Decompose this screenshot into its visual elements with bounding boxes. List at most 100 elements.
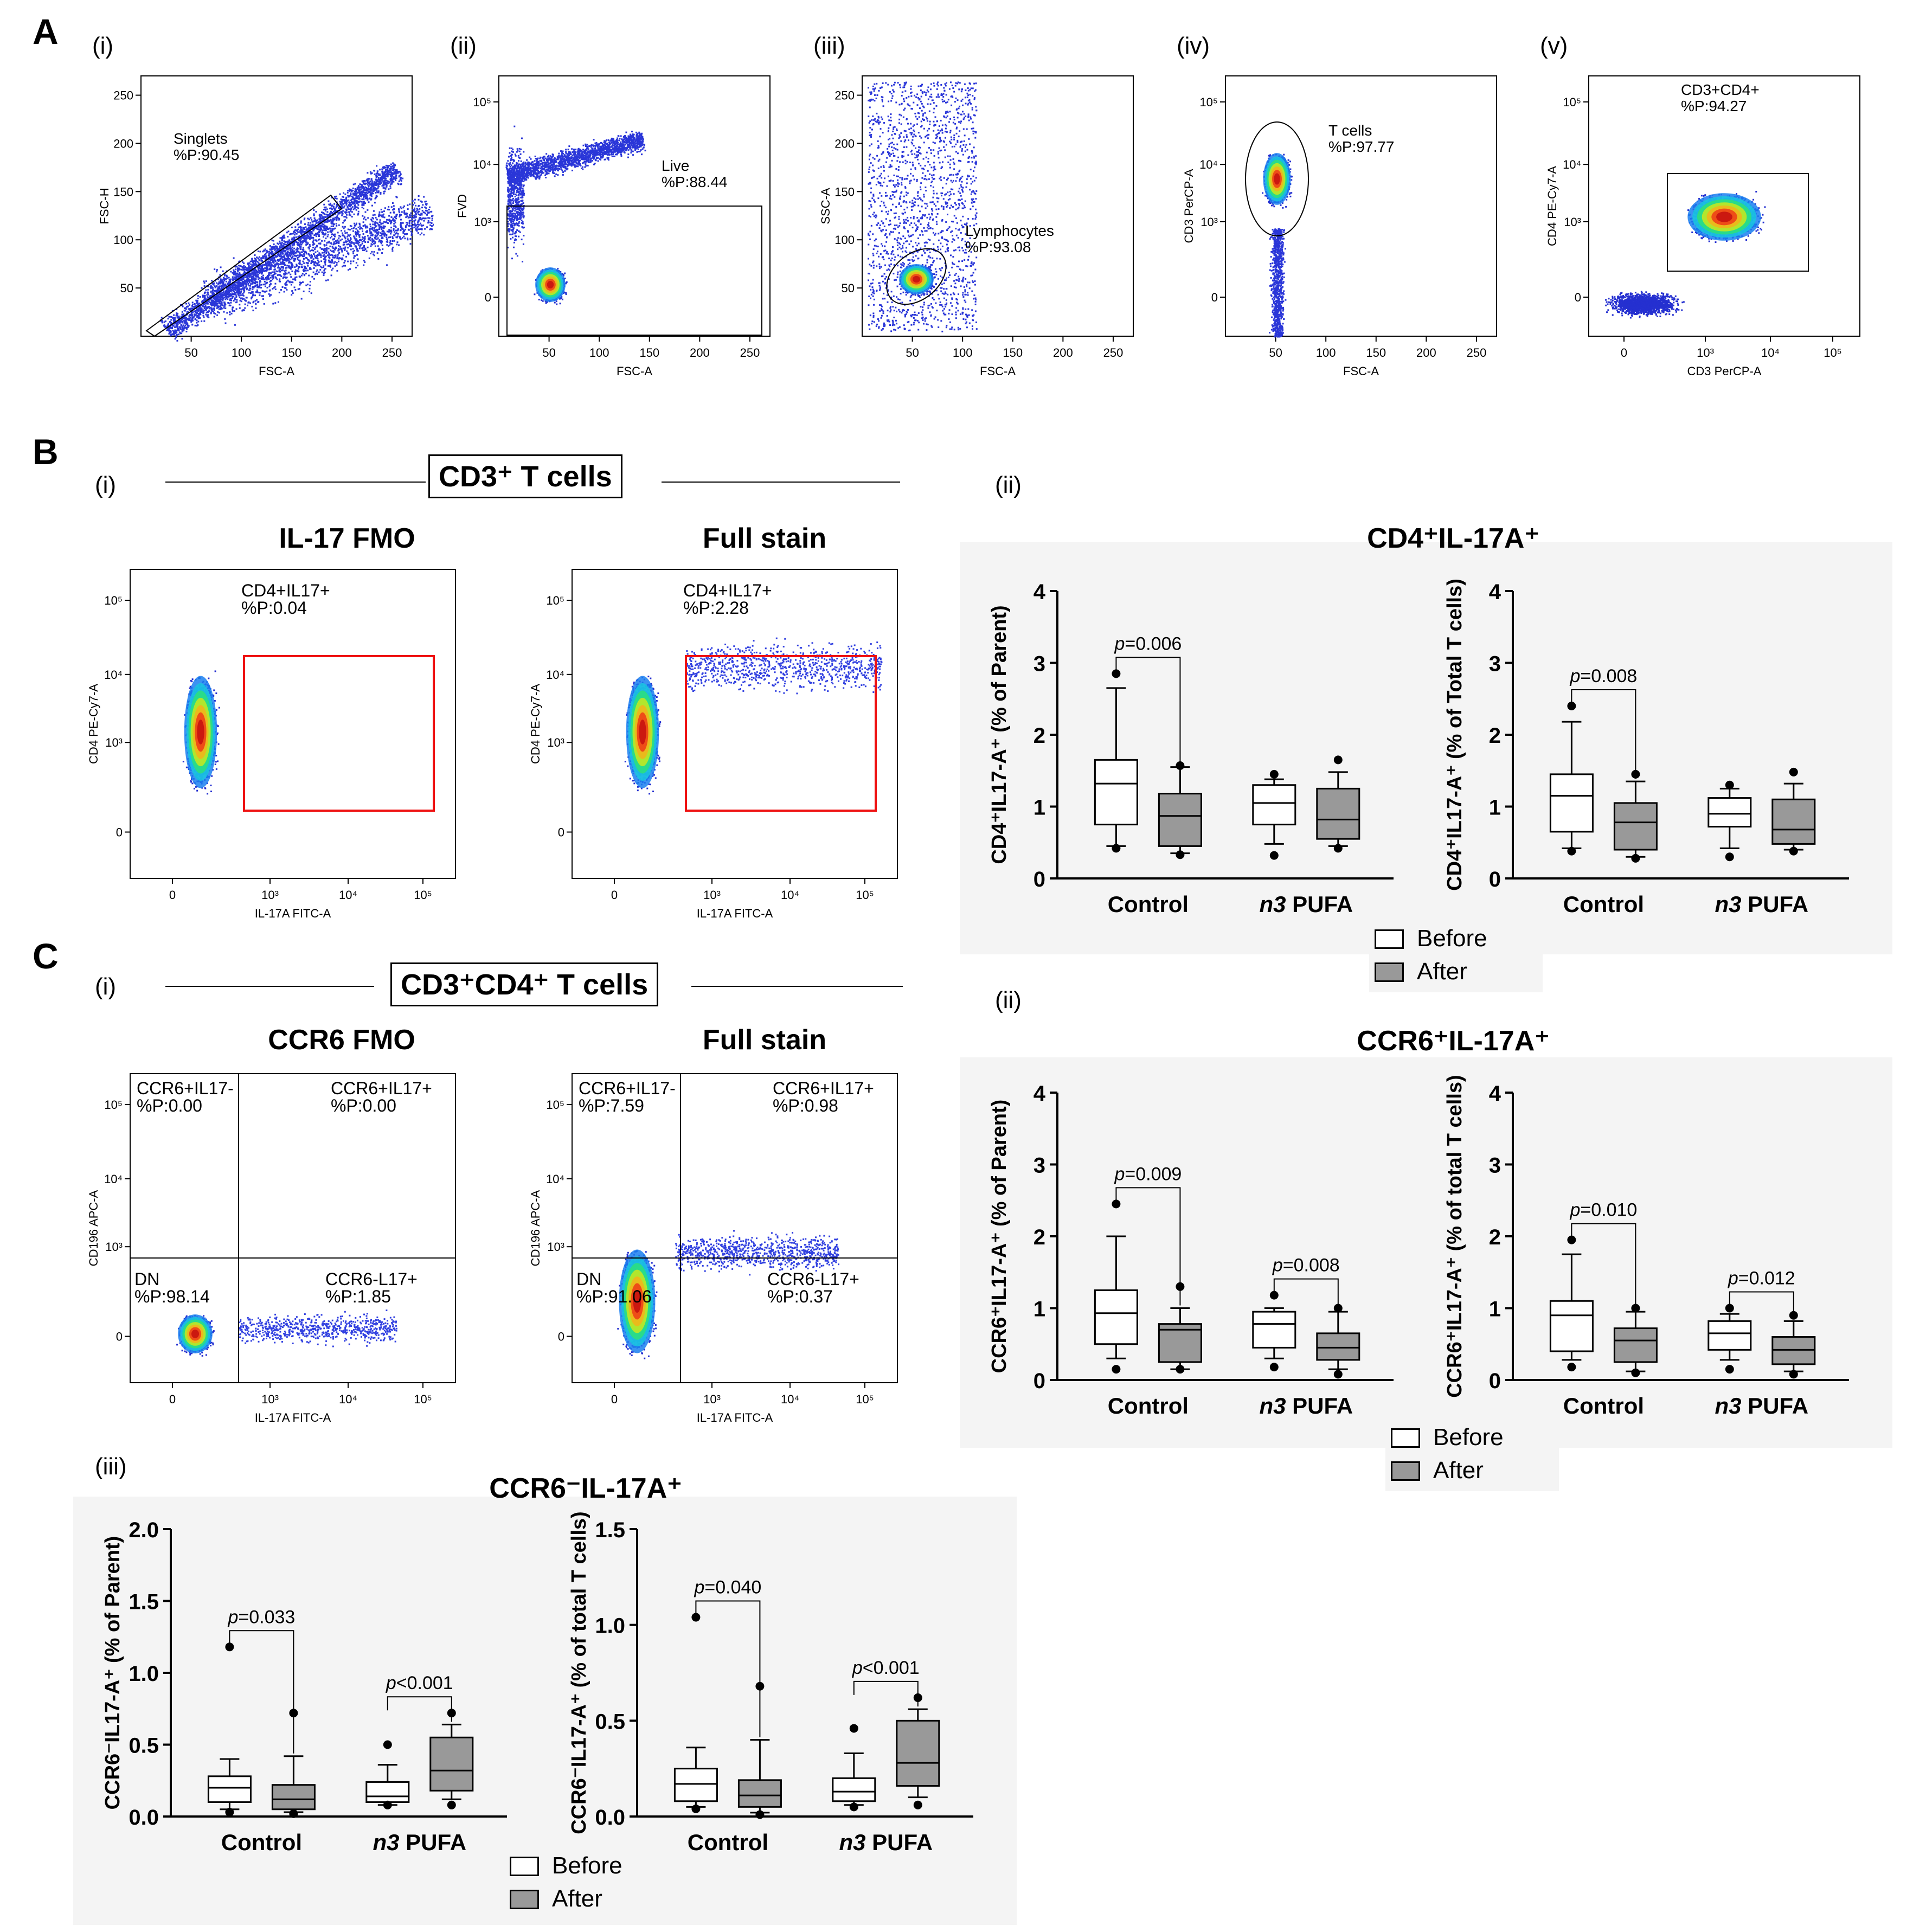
box-chart-c-ii-right: 0 1 2 3 4 CCR6⁺IL17-A⁺ (% of total T cells) Co… bbox=[1443, 1075, 1849, 1418]
quadrant-percent: %P:91.06 bbox=[576, 1287, 652, 1306]
outlier-point bbox=[1333, 1370, 1343, 1379]
x-tick-label: 100 bbox=[232, 346, 252, 360]
plot-frame bbox=[572, 569, 898, 879]
y-tick-label: 10⁴ bbox=[1199, 158, 1218, 171]
plot-title: CCR6 FMO bbox=[206, 1024, 477, 1056]
outlier-point bbox=[1269, 769, 1279, 779]
x-tick-label: 150 bbox=[1003, 346, 1023, 360]
outlier-point bbox=[1789, 1370, 1798, 1379]
outlier-point bbox=[383, 1800, 392, 1809]
gate-percent: %P:90.45 bbox=[174, 146, 239, 163]
title-rule bbox=[165, 986, 374, 987]
outlier-point bbox=[1112, 669, 1121, 678]
x-tick-label: 10³ bbox=[1697, 346, 1714, 360]
events bbox=[176, 1310, 397, 1357]
outlier-point bbox=[225, 1808, 234, 1817]
y-tick-label: 200 bbox=[113, 137, 133, 150]
x-tick-label: 150 bbox=[639, 346, 659, 360]
y-tick-label: 0 bbox=[558, 826, 564, 839]
chart-background bbox=[960, 1057, 1892, 1448]
box-chart-c-ii-left: 0 1 2 3 4 CCR6⁺IL17-A⁺ (% of Parent) Control n3… bbox=[988, 1082, 1394, 1418]
x-tick-label: 10⁵ bbox=[856, 1392, 874, 1406]
p-value-label: p=0.006 bbox=[1114, 633, 1182, 654]
box-before bbox=[1549, 702, 1594, 856]
x-tick-label: 10⁵ bbox=[414, 888, 432, 902]
significance-bracket bbox=[1571, 689, 1636, 779]
outlier-point bbox=[447, 1800, 456, 1809]
outlier-point bbox=[913, 1800, 922, 1809]
density-contour bbox=[197, 720, 204, 744]
quadrant-percent: %P:7.59 bbox=[579, 1096, 644, 1115]
y-tick-label: 100 bbox=[113, 233, 133, 247]
x-axis-label: FSC-A bbox=[1343, 364, 1379, 378]
y-tick-label: 3 bbox=[1489, 652, 1501, 676]
category-label: n3 PUFA bbox=[1715, 891, 1808, 917]
y-tick-label: 10⁵ bbox=[1199, 95, 1218, 109]
outlier-point bbox=[1269, 1363, 1279, 1372]
category-label: Control bbox=[1108, 1393, 1189, 1418]
plot-frame bbox=[130, 569, 456, 879]
il17-gate bbox=[685, 655, 877, 812]
flow-plot: 0 10³ 10⁴ 10⁵ 0 10³ 10⁴ 10⁵ CD3 PerCP-A CD4 PE-Cy… bbox=[1545, 75, 1860, 378]
box-after bbox=[737, 1681, 782, 1819]
panel-b-sub-ii: (ii) bbox=[995, 472, 1022, 499]
y-tick-label: 3 bbox=[1033, 1154, 1045, 1178]
outlier-point bbox=[1567, 1235, 1576, 1244]
y-axis-label: FVD bbox=[455, 194, 469, 218]
significance-bracket bbox=[1273, 1278, 1339, 1310]
box-iqr bbox=[1094, 1289, 1138, 1345]
box-chart-b-right: 0 1 2 3 4 CD4⁺IL17-A⁺ (% of Total T cells) Con… bbox=[1443, 579, 1849, 917]
flow-plot: 0 10³ 10⁴ 10⁵ 0 10³ 10⁴ 10⁵ IL-17A FITC-A CD196 A… bbox=[529, 1073, 898, 1424]
y-tick-label: 0 bbox=[1489, 868, 1501, 891]
outlier-point bbox=[1567, 846, 1576, 856]
box-before bbox=[1549, 1235, 1594, 1372]
y-tick-label: 10³ bbox=[105, 1240, 123, 1254]
legend-label-before: Before bbox=[552, 1852, 622, 1879]
p-value-label: p<0.001 bbox=[386, 1673, 453, 1693]
outlier-point bbox=[1725, 852, 1734, 862]
y-tick-label: 4 bbox=[1033, 1082, 1046, 1106]
density-contour bbox=[912, 275, 921, 283]
y-axis-label: CD4 PE-Cy7-A bbox=[87, 684, 100, 764]
events bbox=[1605, 190, 1766, 319]
chart-title: CD4⁺IL-17A⁺ bbox=[1263, 522, 1643, 555]
density-contour bbox=[191, 1330, 200, 1338]
y-tick-label: 10⁵ bbox=[104, 1098, 123, 1112]
y-tick-label: 100 bbox=[834, 233, 855, 247]
category-label: n3 PUFA bbox=[1259, 891, 1353, 917]
legend: Before After bbox=[1385, 1421, 1559, 1491]
x-tick-label: 100 bbox=[1316, 346, 1336, 360]
gate-percent: %P:2.28 bbox=[683, 598, 749, 618]
y-tick-label: 0 bbox=[485, 291, 491, 304]
y-tick-label: 0 bbox=[1033, 868, 1045, 891]
panel-a-sub-label: (iv) bbox=[1177, 33, 1210, 60]
y-tick-label: 10⁵ bbox=[104, 594, 123, 607]
outlier-point bbox=[1269, 1291, 1279, 1300]
x-tick-label: 50 bbox=[1269, 346, 1282, 360]
y-axis-label: CCR6⁺IL17-A⁺ (% of Parent) bbox=[988, 1100, 1011, 1373]
y-axis-label: CCR6⁻IL17-A⁺ (% of total T cells) bbox=[568, 1511, 590, 1834]
quadrant-percent: %P:1.85 bbox=[325, 1287, 391, 1306]
x-tick-label: 10⁴ bbox=[339, 888, 357, 902]
x-axis-label: FSC-A bbox=[259, 364, 294, 378]
y-tick-label: 0.5 bbox=[595, 1710, 625, 1734]
cd4-gate bbox=[1667, 173, 1809, 272]
x-tick-label: 150 bbox=[281, 346, 301, 360]
title-rule bbox=[691, 986, 903, 987]
flow-plot: 50 100 150 200 250 50 100 150 200 250 FSC-A FSC-H Si… bbox=[98, 75, 434, 378]
y-tick-label: 50 bbox=[842, 281, 855, 295]
quadrant-label: CCR6-L17+ bbox=[767, 1269, 859, 1289]
outlier-point bbox=[1112, 1199, 1121, 1209]
plot-frame bbox=[862, 75, 1134, 337]
legend-label-after: After bbox=[1433, 1457, 1484, 1484]
x-tick-label: 0 bbox=[169, 888, 176, 902]
significance-bracket bbox=[229, 1630, 294, 1754]
x-tick-label: 10³ bbox=[261, 1392, 279, 1406]
x-tick-label: 100 bbox=[589, 346, 609, 360]
events bbox=[182, 670, 220, 795]
plot-title: Full stain bbox=[629, 1024, 900, 1056]
legend: Before After bbox=[504, 1849, 678, 1920]
outlier-point bbox=[225, 1642, 234, 1652]
category-label: Control bbox=[688, 1830, 768, 1855]
box-iqr bbox=[1316, 1332, 1360, 1361]
